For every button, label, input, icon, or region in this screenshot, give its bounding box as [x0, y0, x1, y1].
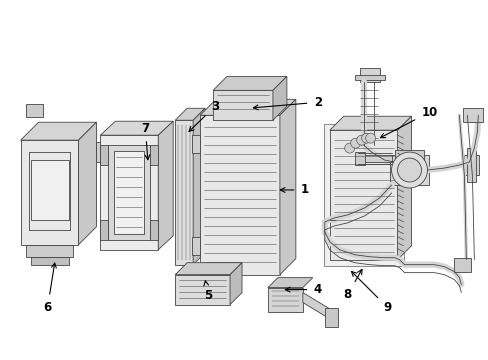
Polygon shape [267, 278, 312, 288]
Polygon shape [150, 220, 158, 240]
Polygon shape [323, 124, 403, 266]
Polygon shape [463, 108, 482, 122]
Polygon shape [192, 135, 200, 153]
Polygon shape [397, 116, 411, 260]
Text: 9: 9 [351, 271, 391, 314]
Polygon shape [78, 122, 96, 245]
Text: 5: 5 [203, 281, 212, 302]
Text: 8: 8 [343, 269, 361, 301]
Polygon shape [453, 258, 470, 272]
Circle shape [391, 152, 427, 188]
Polygon shape [467, 148, 475, 182]
Text: 1: 1 [280, 184, 308, 197]
Circle shape [365, 133, 375, 143]
Polygon shape [394, 150, 424, 160]
Polygon shape [389, 155, 428, 185]
Circle shape [350, 138, 360, 148]
Polygon shape [175, 120, 193, 265]
Polygon shape [175, 263, 242, 275]
Polygon shape [175, 275, 229, 305]
Polygon shape [96, 142, 106, 162]
Polygon shape [114, 151, 144, 234]
Polygon shape [213, 90, 272, 120]
Polygon shape [229, 263, 242, 305]
Polygon shape [25, 245, 73, 257]
Polygon shape [200, 115, 279, 275]
Text: 4: 4 [285, 283, 321, 296]
Polygon shape [302, 293, 330, 319]
Polygon shape [354, 152, 364, 165]
Polygon shape [267, 288, 302, 312]
Polygon shape [272, 76, 286, 120]
Polygon shape [193, 108, 204, 265]
Polygon shape [329, 116, 411, 130]
Polygon shape [192, 237, 200, 255]
Polygon shape [31, 257, 68, 265]
Circle shape [361, 133, 371, 143]
Polygon shape [31, 160, 68, 220]
Polygon shape [175, 108, 204, 120]
Polygon shape [359, 155, 391, 162]
Text: 3: 3 [189, 100, 219, 131]
Polygon shape [329, 130, 397, 260]
Polygon shape [25, 104, 42, 117]
Polygon shape [20, 140, 78, 245]
Text: 6: 6 [43, 263, 56, 314]
Polygon shape [324, 307, 337, 328]
Polygon shape [100, 135, 158, 250]
Text: 2: 2 [253, 96, 321, 110]
Text: 7: 7 [141, 122, 149, 160]
Polygon shape [200, 99, 295, 115]
Polygon shape [100, 145, 108, 165]
Polygon shape [158, 121, 173, 250]
Polygon shape [359, 68, 379, 82]
Polygon shape [100, 220, 108, 240]
Circle shape [397, 158, 421, 182]
Polygon shape [213, 76, 286, 90]
Polygon shape [108, 145, 150, 240]
Polygon shape [150, 145, 158, 165]
Polygon shape [464, 155, 478, 175]
Circle shape [344, 143, 354, 153]
Polygon shape [354, 75, 384, 80]
Circle shape [356, 135, 366, 145]
Polygon shape [279, 99, 295, 275]
Text: 10: 10 [380, 106, 437, 138]
Polygon shape [20, 122, 96, 140]
Polygon shape [100, 121, 173, 135]
